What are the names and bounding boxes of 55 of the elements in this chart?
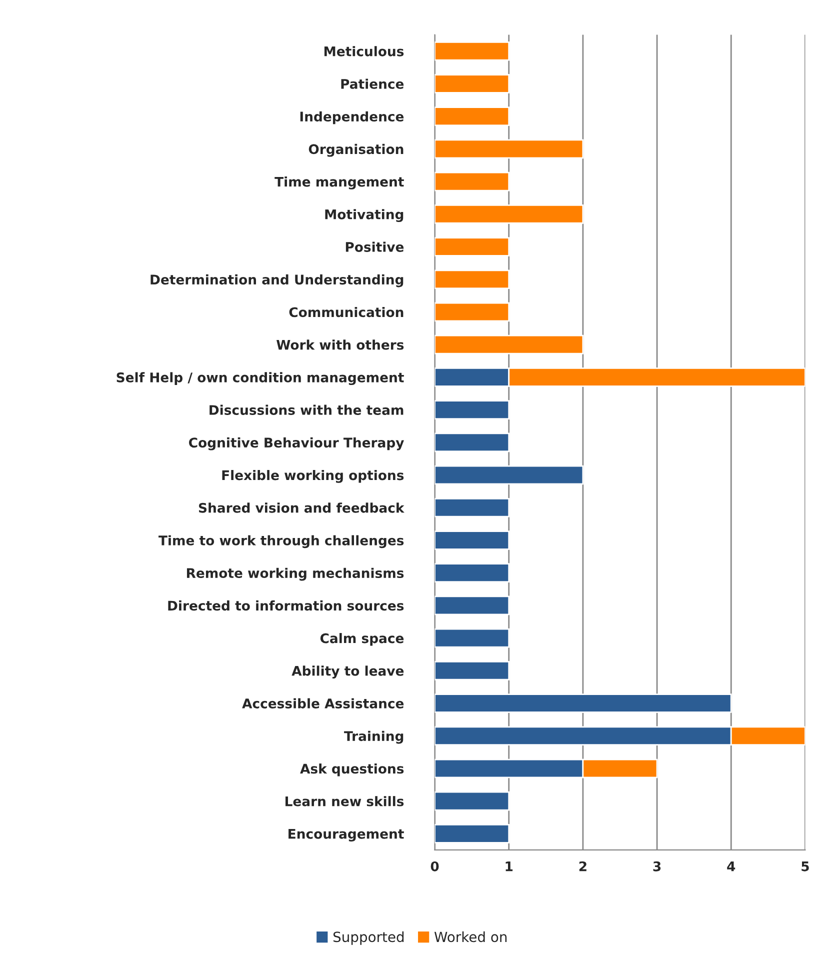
y-tick-label: Motivating <box>325 209 404 222</box>
bar <box>434 530 510 550</box>
legend-label: Worked on <box>434 931 507 942</box>
y-tick-label: Remote working mechanisms <box>186 568 404 581</box>
x-tick-label: 2 <box>579 861 586 872</box>
bar <box>434 824 510 844</box>
x-tick-label: 5 <box>802 862 809 872</box>
y-tick-label: Ask questions <box>300 763 404 776</box>
bar <box>434 106 510 126</box>
bar <box>434 74 510 94</box>
y-tick-label: Flexible working options <box>222 470 404 483</box>
legend-label: Supported <box>333 931 404 945</box>
bar <box>434 791 510 811</box>
y-tick-label: Time to work through challenges <box>158 535 404 548</box>
bar <box>434 172 510 192</box>
y-tick-label: Work with others <box>276 340 404 350</box>
y-tick-label: Determination and Understanding <box>150 274 404 288</box>
bar <box>434 563 510 582</box>
bar <box>434 694 732 713</box>
y-tick-label: Communication <box>289 306 404 318</box>
y-tick-label: Training <box>344 730 404 744</box>
y-tick-label: Accessible Assistance <box>242 698 404 708</box>
y-tick-label: Ability to leave <box>292 666 404 679</box>
y-tick-label: Patience <box>341 78 404 89</box>
y-tick-label: Shared vision and feedback <box>198 502 404 513</box>
y-tick-label: Directed to information sources <box>168 600 404 611</box>
y-tick-label: Meticulous <box>324 46 404 56</box>
y-tick-label: Time mangement <box>274 176 404 190</box>
x-tick-label: 4 <box>727 862 736 872</box>
bar <box>434 400 510 420</box>
bar <box>434 237 510 256</box>
bar <box>434 270 510 290</box>
bar <box>434 596 510 616</box>
bar <box>434 628 510 648</box>
bar <box>434 432 510 452</box>
y-tick-label: Encouragement <box>288 829 404 842</box>
y-tick-label: Organisation <box>308 144 404 157</box>
y-tick-label: Positive <box>346 242 404 252</box>
bar <box>434 41 510 61</box>
x-tick-label: 0 <box>430 861 439 872</box>
bar <box>434 498 510 518</box>
bar <box>434 465 584 485</box>
y-tick-label: Self Help / own condition management <box>116 372 404 386</box>
y-tick-label: Cognitive Behaviour Therapy <box>189 437 404 450</box>
y-tick-label: Calm space <box>320 633 404 646</box>
bar <box>434 204 584 224</box>
bar <box>434 139 584 159</box>
y-tick-label: Learn new skills <box>286 796 404 806</box>
x-tick-label: 3 <box>653 861 661 872</box>
bar <box>434 660 510 680</box>
y-tick-label: Discussions with the team <box>210 404 404 415</box>
y-tick-label: Independence <box>300 111 404 124</box>
bar <box>434 334 584 354</box>
x-tick-label: 1 <box>506 862 513 872</box>
bar <box>434 302 510 322</box>
